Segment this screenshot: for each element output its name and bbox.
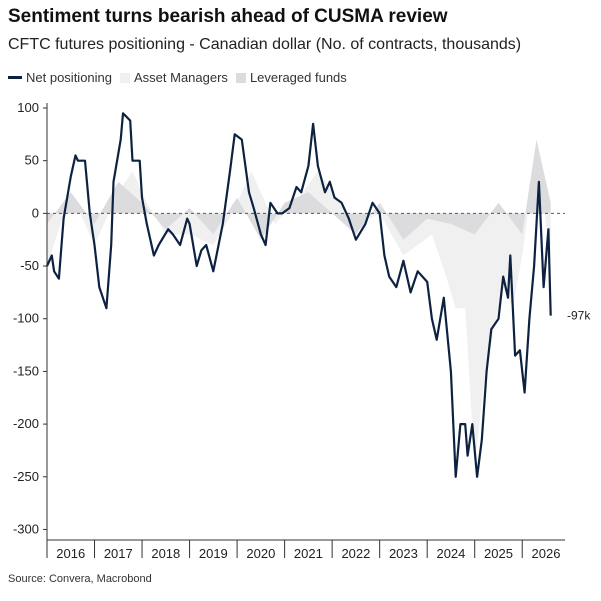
x-tick-label: 2022	[341, 546, 370, 561]
y-tick-label: -300	[13, 521, 39, 536]
x-tick-label: 2023	[389, 546, 418, 561]
asset-managers-area-group	[47, 150, 551, 467]
chart-svg: 100 50 0 -50 -100 -150 -200 -250 -300 2016 2017 201…	[13, 100, 591, 561]
y-tick-label: -150	[13, 363, 39, 378]
net-positioning-line-group	[45, 112, 552, 478]
x-tick-label: 2017	[104, 546, 133, 561]
legend-label-lev: Leveraged funds	[249, 70, 347, 85]
asset-managers-area	[47, 150, 551, 467]
leveraged-funds-area	[47, 139, 551, 240]
net-positioning-line	[45, 112, 552, 478]
legend-swatch-asset	[120, 72, 130, 83]
y-tick-label: -200	[13, 416, 39, 431]
y-tick-label: -250	[13, 469, 39, 484]
x-tick-label: 2016	[56, 546, 85, 561]
y-tick-label: -50	[20, 258, 39, 273]
x-tick-label: 2020	[246, 546, 275, 561]
legend: Net positioning Asset Managers Leveraged…	[8, 70, 355, 85]
x-tick-label: 2019	[199, 546, 228, 561]
y-tick-label: -100	[13, 311, 39, 326]
legend-swatch-net	[8, 76, 22, 79]
chart-area: 100 50 0 -50 -100 -150 -200 -250 -300 2016 2017 201…	[0, 95, 601, 575]
source-note: Source: Convera, Macrobond	[8, 573, 152, 585]
legend-item-net: Net positioning	[8, 70, 112, 85]
end-value-label: -97k	[567, 309, 591, 323]
x-tick-label: 2018	[151, 546, 180, 561]
legend-label-asset: Asset Managers	[134, 70, 228, 85]
legend-label-net: Net positioning	[26, 70, 112, 85]
x-tick-label: 2026	[532, 546, 561, 561]
y-tick-label: 100	[17, 100, 39, 115]
legend-item-lev: Leveraged funds	[235, 70, 347, 85]
chart-title: Sentiment turns bearish ahead of CUSMA r…	[8, 6, 448, 27]
axes-group: 100 50 0 -50 -100 -150 -200 -250 -300 2016 2017 201…	[13, 100, 591, 561]
legend-swatch-lev	[235, 72, 246, 83]
y-tick-label: 50	[25, 153, 39, 168]
chart-subtitle: CFTC futures positioning - Canadian doll…	[8, 36, 522, 53]
x-tick-label: 2021	[294, 546, 323, 561]
y-tick-label: 0	[32, 205, 39, 220]
x-tick-label: 2024	[436, 546, 465, 561]
legend-item-asset: Asset Managers	[120, 70, 228, 85]
leveraged-funds-area-group	[47, 139, 551, 240]
x-tick-label: 2025	[484, 546, 513, 561]
